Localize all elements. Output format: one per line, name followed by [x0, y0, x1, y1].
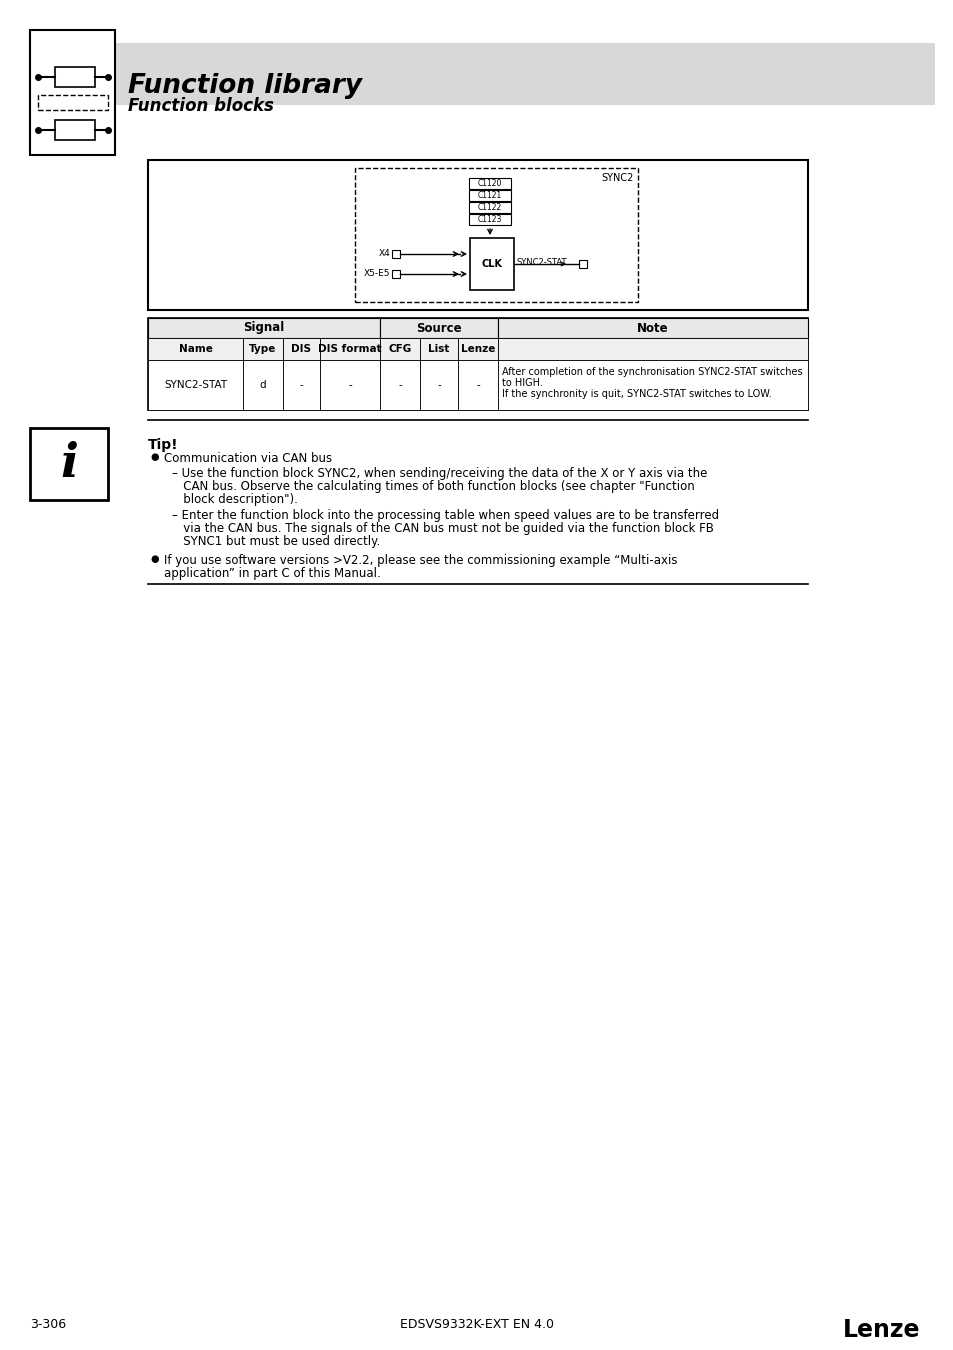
Bar [148, 319, 379, 338]
Text: to HIGH.: to HIGH. [501, 378, 542, 387]
Text: CAN bus. Observe the calculating times of both function blocks (see chapter "Fun: CAN bus. Observe the calculating times o… [172, 481, 694, 493]
Bar [38, 95, 108, 109]
Text: 3-306: 3-306 [30, 1318, 66, 1331]
Text: X4: X4 [377, 250, 390, 258]
Text: i: i [60, 441, 78, 487]
Text: SYNC2-STAT: SYNC2-STAT [517, 258, 567, 267]
Text: Type: Type [249, 344, 276, 354]
Text: – Enter the function block into the processing table when speed values are to be: – Enter the function block into the proc… [172, 509, 719, 522]
Bar [470, 238, 514, 290]
Bar [148, 338, 243, 360]
Text: Tip!: Tip! [148, 437, 178, 452]
Text: SYNC2-STAT: SYNC2-STAT [164, 379, 227, 390]
Text: via the CAN bus. The signals of the CAN bus must not be guided via the function : via the CAN bus. The signals of the CAN … [172, 522, 713, 535]
Bar [392, 270, 399, 278]
Text: -: - [299, 379, 303, 390]
Text: ●: ● [150, 554, 158, 564]
Text: -: - [476, 379, 479, 390]
Bar [115, 43, 934, 105]
Text: Note: Note [637, 321, 668, 335]
Bar [148, 161, 807, 310]
Text: Communication via CAN bus: Communication via CAN bus [164, 452, 332, 464]
Text: Signal: Signal [243, 321, 284, 335]
Text: -: - [348, 379, 352, 390]
Bar [497, 338, 807, 360]
Text: Lenze: Lenze [841, 1318, 919, 1342]
Bar [30, 30, 115, 155]
Bar [497, 319, 807, 338]
Text: -: - [436, 379, 440, 390]
Bar [469, 190, 511, 201]
Text: Name: Name [178, 344, 213, 354]
Bar [392, 250, 399, 258]
Bar [55, 68, 95, 86]
Text: Source: Source [416, 321, 461, 335]
Bar [379, 338, 419, 360]
Text: C1123: C1123 [477, 215, 501, 224]
Text: – Use the function block SYNC2, when sending/receiving the data of the X or Y ax: – Use the function block SYNC2, when sen… [172, 467, 706, 481]
Text: block description").: block description"). [172, 493, 297, 506]
Text: If you use software versions >V2.2, please see the commissioning example “Multi-: If you use software versions >V2.2, plea… [164, 554, 677, 567]
Text: ●: ● [150, 452, 158, 462]
Bar [283, 338, 319, 360]
Bar [243, 338, 283, 360]
Bar [148, 319, 807, 410]
Text: List: List [428, 344, 449, 354]
Bar [379, 360, 419, 410]
Text: SYNC1 but must be used directly.: SYNC1 but must be used directly. [172, 535, 380, 548]
Bar [55, 120, 95, 140]
Text: X5-E5: X5-E5 [363, 270, 390, 278]
Text: EDSVS9332K-EXT EN 4.0: EDSVS9332K-EXT EN 4.0 [399, 1318, 554, 1331]
Bar [319, 338, 379, 360]
Text: CFG: CFG [388, 344, 411, 354]
Bar [469, 202, 511, 213]
Text: C1121: C1121 [477, 190, 501, 200]
Bar [319, 360, 379, 410]
Text: C1120: C1120 [477, 180, 501, 188]
Text: d: d [259, 379, 266, 390]
Text: DIS format: DIS format [318, 344, 381, 354]
Bar [419, 360, 457, 410]
Bar [497, 360, 807, 410]
Bar [148, 360, 243, 410]
Bar [243, 360, 283, 410]
Bar [469, 215, 511, 225]
Bar [419, 338, 457, 360]
Bar [283, 360, 319, 410]
Text: If the synchronity is quit, SYNC2-STAT switches to LOW.: If the synchronity is quit, SYNC2-STAT s… [501, 389, 771, 400]
Text: Lenze: Lenze [460, 344, 495, 354]
Text: DIS: DIS [292, 344, 312, 354]
Bar [578, 261, 586, 269]
Text: SYNC2: SYNC2 [601, 173, 634, 184]
Text: C1122: C1122 [477, 202, 501, 212]
Bar [355, 167, 638, 302]
Text: application” in part C of this Manual.: application” in part C of this Manual. [164, 567, 380, 580]
Bar [457, 360, 497, 410]
Text: Function library: Function library [128, 73, 362, 99]
Bar [457, 338, 497, 360]
Text: CLK: CLK [481, 259, 502, 269]
Bar [379, 319, 497, 338]
Bar [469, 178, 511, 189]
Text: -: - [397, 379, 401, 390]
Text: Function blocks: Function blocks [128, 97, 274, 115]
Text: After completion of the synchronisation SYNC2-STAT switches: After completion of the synchronisation … [501, 367, 801, 377]
Bar [30, 428, 108, 500]
